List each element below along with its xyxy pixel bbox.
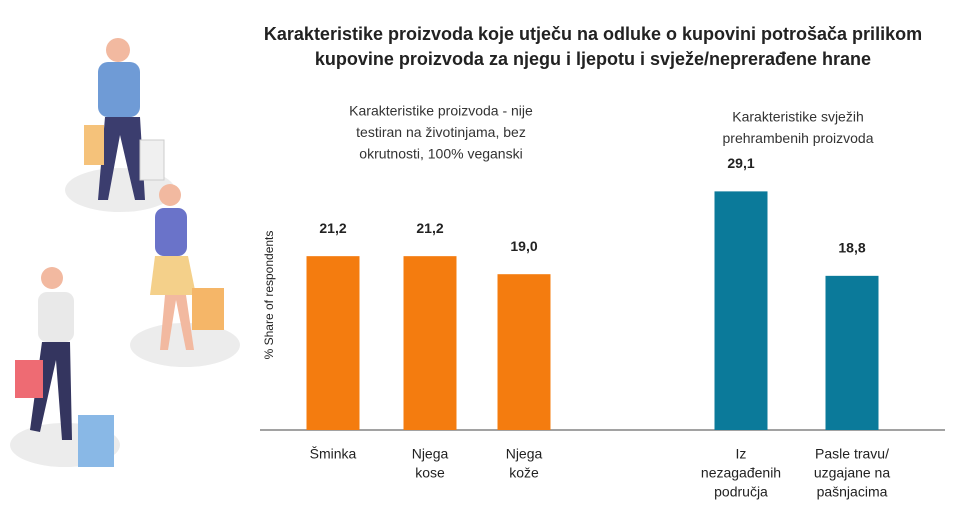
group-subtitle: prehrambenih proizvoda (723, 130, 874, 146)
group-subtitle: Karakteristike proizvoda - nije (349, 103, 533, 119)
value-label: 18,8 (838, 240, 865, 256)
group-subtitle: testiran na životinjama, bez (356, 124, 526, 140)
x-tick-label: Šminka (310, 446, 357, 462)
value-label: 21,2 (416, 220, 443, 236)
group-subtitle: Karakteristike svježih (732, 109, 864, 125)
illustration (10, 38, 240, 467)
chart-title: Karakteristike proizvoda koje utječu na … (264, 24, 922, 44)
y-axis-label: % Share of respondents (262, 231, 276, 360)
x-tick-label: Pasle travu/ (815, 446, 889, 462)
x-tick-label: pašnjacima (817, 484, 888, 500)
x-tick-label: Iz (736, 446, 747, 462)
x-tick-label: područja (714, 484, 768, 500)
x-tick-label: kose (415, 465, 445, 481)
bar (403, 256, 457, 430)
bar (497, 274, 551, 430)
x-tick-label: Njega (412, 446, 449, 462)
value-label: 19,0 (510, 238, 537, 254)
x-tick-label: nezagađenih (701, 465, 781, 481)
x-tick-label: Njega (506, 446, 543, 462)
group-subtitle: okrutnosti, 100% veganski (359, 146, 522, 162)
value-label: 29,1 (727, 155, 754, 171)
bar (714, 191, 768, 430)
bar (825, 275, 879, 430)
x-tick-label: kože (509, 465, 539, 481)
chart-title: kupovine proizvoda za njegu i ljepotu i … (315, 49, 871, 69)
x-tick-label: uzgajane na (814, 465, 891, 481)
value-label: 21,2 (319, 220, 346, 236)
bar (306, 256, 360, 430)
